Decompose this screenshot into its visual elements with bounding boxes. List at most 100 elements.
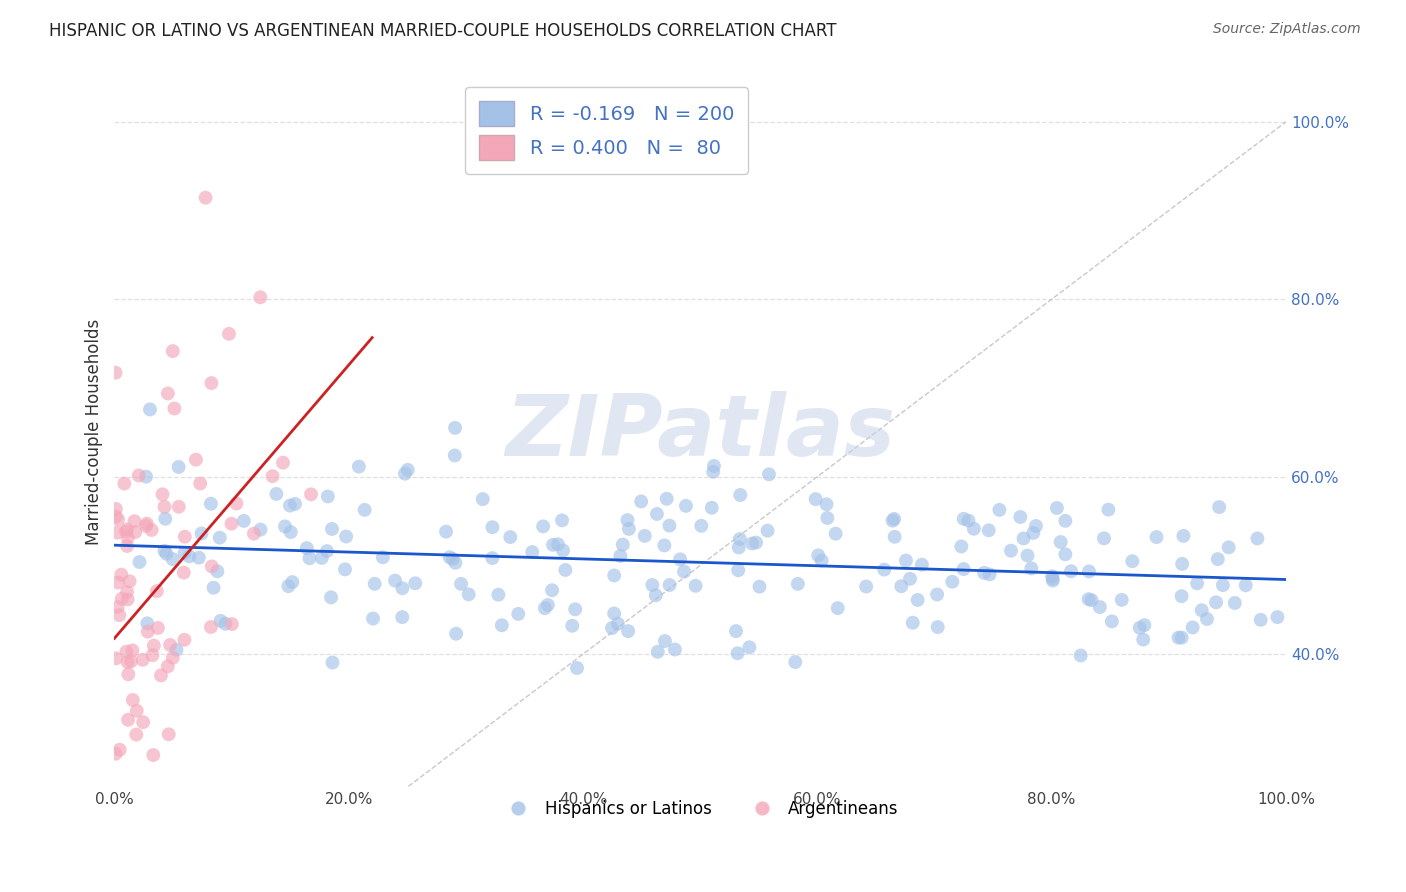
Point (1181, 620, 1204, 634)
Point (728, 532, 751, 546)
Text: HISPANIC OR LATINO VS ARGENTINEAN MARRIED-COUPLE HOUSEHOLDS CORRELATION CHART: HISPANIC OR LATINO VS ARGENTINEAN MARRIE… (49, 22, 837, 40)
Point (128, 468, 150, 483)
Point (361, 611, 384, 625)
Point (561, 619, 583, 633)
Point (664, 642, 686, 657)
Point (606, 616, 628, 631)
Point (266, 487, 288, 501)
Point (218, 326, 240, 341)
Point (209, 614, 232, 628)
Point (125, 728, 148, 742)
Point (531, 519, 554, 533)
Point (890, 579, 912, 593)
Point (444, 556, 467, 570)
Point (1206, 552, 1229, 566)
Point (1010, 510, 1032, 524)
Point (1191, 603, 1213, 617)
Point (319, 591, 342, 605)
Point (173, 566, 195, 580)
Point (738, 640, 761, 655)
Point (1185, 576, 1208, 591)
Point (901, 615, 924, 630)
Point (107, 575, 129, 590)
Point (1054, 514, 1077, 528)
Point (554, 563, 576, 577)
Point (1088, 600, 1111, 615)
Point (927, 620, 949, 634)
Point (727, 563, 749, 577)
Point (262, 469, 284, 483)
Point (249, 523, 271, 537)
Point (724, 624, 747, 638)
Y-axis label: Married-couple Households: Married-couple Households (86, 319, 103, 545)
Point (207, 564, 229, 578)
Point (443, 449, 465, 463)
Point (1101, 615, 1123, 629)
Point (534, 601, 557, 615)
Point (1250, 613, 1272, 627)
Point (115, 645, 138, 659)
Point (128, 555, 150, 569)
Point (481, 520, 503, 534)
Point (673, 565, 696, 579)
Point (280, 524, 302, 539)
Point (883, 512, 905, 526)
Point (117, 655, 139, 669)
Point (157, 727, 180, 741)
Point (347, 459, 370, 474)
Point (807, 549, 830, 563)
Point (132, 653, 155, 667)
Point (603, 568, 626, 582)
Point (107, 512, 129, 526)
Point (108, 743, 131, 757)
Point (156, 386, 179, 401)
Point (124, 525, 146, 540)
Point (1025, 519, 1047, 533)
Point (471, 492, 494, 507)
Point (669, 552, 692, 566)
Point (634, 529, 657, 543)
Point (758, 467, 780, 482)
Point (617, 624, 640, 639)
Point (153, 500, 176, 514)
Point (727, 646, 749, 660)
Point (117, 667, 139, 681)
Point (1017, 549, 1039, 563)
Point (155, 547, 177, 561)
Point (1012, 532, 1035, 546)
Point (107, 789, 129, 803)
Point (162, 650, 184, 665)
Point (675, 499, 697, 513)
Point (120, 654, 142, 668)
Point (745, 535, 768, 549)
Point (125, 704, 148, 718)
Point (121, 693, 143, 707)
Point (1133, 618, 1156, 632)
Point (333, 562, 356, 576)
Point (146, 584, 169, 599)
Point (132, 715, 155, 730)
Point (630, 494, 652, 508)
Point (117, 531, 139, 545)
Point (371, 550, 394, 565)
Point (700, 500, 723, 515)
Point (134, 789, 156, 803)
Point (179, 549, 201, 564)
Point (104, 502, 127, 516)
Point (1078, 565, 1101, 579)
Point (855, 579, 877, 593)
Point (658, 518, 681, 533)
Point (1212, 578, 1234, 592)
Point (894, 553, 917, 567)
Point (1042, 574, 1064, 588)
Point (1000, 543, 1022, 558)
Point (104, 366, 127, 380)
Point (702, 465, 724, 479)
Point (907, 593, 929, 607)
Point (727, 541, 749, 555)
Point (988, 503, 1011, 517)
Point (927, 587, 949, 601)
Point (105, 651, 128, 665)
Point (111, 591, 134, 606)
Point (491, 618, 513, 632)
